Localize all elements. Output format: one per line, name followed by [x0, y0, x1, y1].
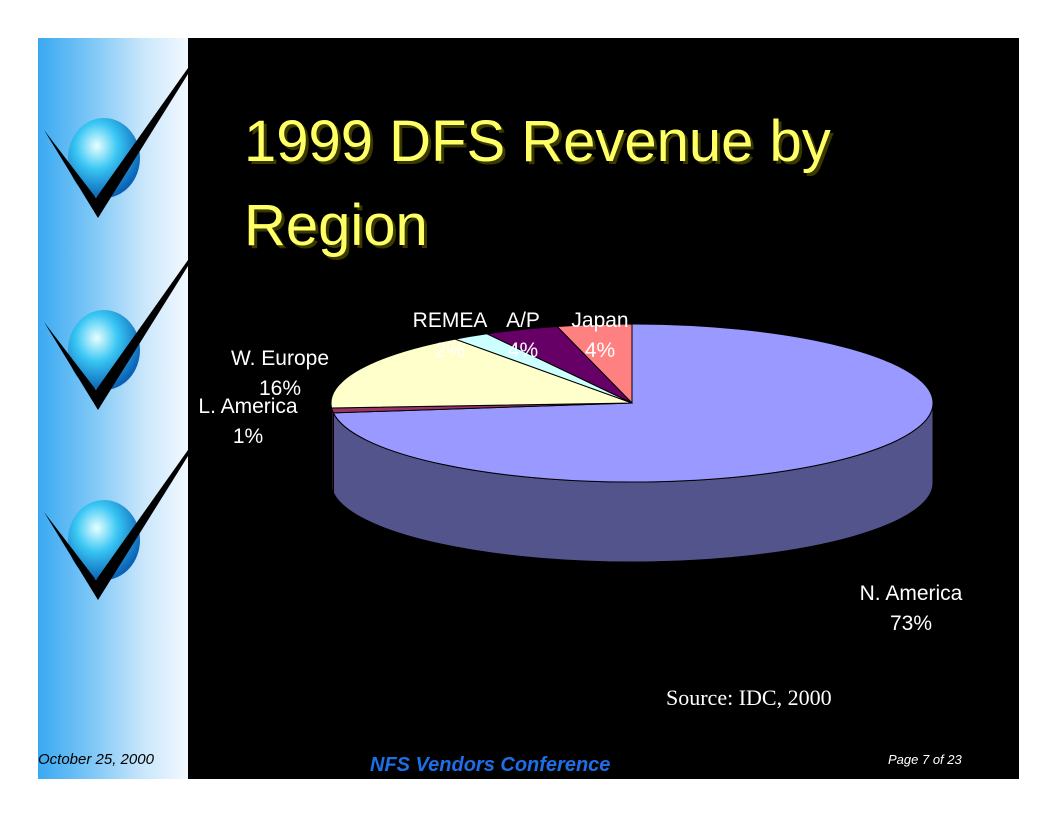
pie-slice-side-w-europe [330, 402, 333, 489]
slice-value-label: 4% [585, 339, 615, 362]
sidebar-gradient [38, 38, 188, 779]
footer-page-number: Page 7 of 23 [888, 752, 962, 767]
footer-conference: NFS Vendors Conference [370, 754, 611, 776]
slice-label: Japan [571, 309, 628, 332]
slice-value-label: 1% [233, 425, 263, 448]
slice-value-label: 4% [508, 339, 538, 362]
slice-value-label: 2% [435, 339, 465, 362]
footer-date: October 25, 2000 [38, 751, 154, 768]
pie-slice-w-europe [330, 338, 633, 409]
source-note: Source: IDC, 2000 [666, 685, 832, 710]
slice-value-label: 16% [259, 377, 301, 400]
slice-label: N. America [860, 582, 963, 605]
slice-value-label: 73% [890, 612, 932, 635]
slice-label: W. Europe [231, 347, 329, 370]
checkmark-icon [44, 68, 188, 218]
slide-title: 1999 DFS Revenue by Region [244, 109, 831, 258]
pie-slice-japan [556, 323, 633, 405]
pie-slice-n-america [332, 323, 934, 483]
slice-label: REMEA [413, 309, 488, 332]
slice-label: L. America [198, 395, 298, 418]
slice-label: A/P [506, 309, 540, 332]
pie-chart: N. America 73% L. America 1% W. Europe 16% REM… [198, 309, 963, 635]
checkmark-icon [44, 260, 188, 410]
checkmark-icon [44, 450, 188, 600]
slide: 1999 DFS Revenue by Region N. America 73%… [38, 38, 1019, 779]
